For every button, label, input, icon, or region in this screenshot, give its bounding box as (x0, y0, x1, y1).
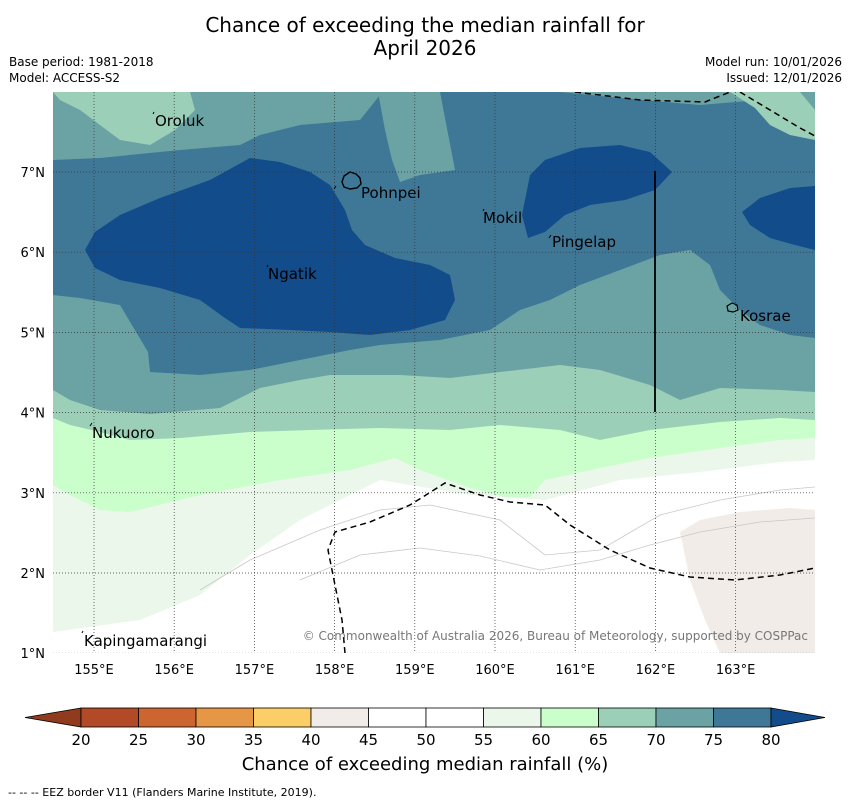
map-title: Chance of exceeding the median rainfall … (0, 14, 850, 60)
lat-tick-label: 5°N (21, 326, 46, 341)
eez-footnote: -- -- -- EEZ border V11 (Flanders Marine… (8, 786, 317, 799)
copyright-notice: © Commonwealth of Australia 2026, Bureau… (303, 629, 808, 643)
colorbar-tick-label: 70 (646, 731, 665, 749)
place-kapingamarangi: Kapingamarangi (84, 632, 207, 650)
colorbar-segment (80, 707, 139, 728)
lat-tick-label: 2°N (21, 567, 46, 582)
colorbar-tick-label: 45 (359, 731, 378, 749)
lat-tick-label: 6°N (21, 246, 46, 261)
colorbar-segment (368, 707, 427, 728)
kosrae-island (726, 302, 739, 313)
place-ngatik: Ngatik (268, 265, 317, 283)
band-70-75-pocket (378, 92, 455, 182)
longitude-labels: 155°E 156°E 157°E 158°E 159°E 160°E 161°E 162°E… (74, 663, 755, 678)
lat-tick-label: 3°N (21, 487, 46, 502)
model-name: Model: ACCESS-S2 (9, 71, 121, 85)
place-oroluk: Oroluk (155, 112, 204, 130)
lon-tick-label: 160°E (475, 663, 515, 678)
place-mokil: Mokil (483, 209, 522, 227)
lon-tick-label: 158°E (315, 663, 355, 678)
band-65-70-topleft (53, 92, 195, 145)
colorbar-segment (425, 707, 484, 728)
lon-tick-label: 155°E (74, 663, 114, 678)
colorbar-under-arrow (24, 707, 82, 728)
lon-tick-label: 157°E (235, 663, 275, 678)
map-figure: Oroluk Pohnpei Mokil Pingelap Ngatik Kos… (21, 92, 826, 749)
lon-tick-label: 159°E (395, 663, 435, 678)
lon-tick-label: 163°E (716, 663, 756, 678)
colorbar-tick-label: 35 (244, 731, 263, 749)
base-period: Base period: 1981-2018 (9, 55, 154, 69)
place-kosrae: Kosrae (740, 307, 791, 325)
eez-border-north (574, 92, 731, 103)
latitude-labels: 7°N 6°N 5°N 4°N 3°N 2°N 1°N (21, 166, 46, 662)
colorbar-segment (598, 707, 657, 728)
colorbar-title: Chance of exceeding median rainfall (%) (241, 754, 609, 775)
colorbar-tick-label: 60 (531, 731, 550, 749)
lon-tick-label: 161°E (555, 663, 595, 678)
issued-date: Issued: 12/01/2026 (726, 71, 842, 85)
colorbar-tick-label: 75 (704, 731, 723, 749)
place-pohnpei: Pohnpei (361, 184, 421, 202)
colorbar-tick-label: 25 (129, 731, 148, 749)
meta-left: Base period: 1981-2018 Model: ACCESS-S2 (9, 54, 154, 86)
band-over-80-east (742, 186, 815, 250)
band-over-80-pingelap (522, 145, 672, 238)
colorbar-segment (138, 707, 197, 728)
contour-line (299, 517, 815, 581)
contour-line (199, 486, 815, 591)
colorbar-over-arrow (770, 707, 826, 728)
colorbar-segment (540, 707, 599, 728)
lat-tick-label: 4°N (21, 407, 46, 422)
lon-tick-label: 162°E (636, 663, 676, 678)
colorbar-tick-label: 30 (186, 731, 205, 749)
colorbar-segment (310, 707, 369, 728)
band-over-80-ngatik (85, 158, 455, 335)
colorbar-tick-label: 40 (301, 731, 320, 749)
band-40-45 (680, 508, 815, 653)
colorbar-tick-label: 20 (71, 731, 90, 749)
pohnpei-island (341, 171, 362, 190)
colorbar-segment (483, 707, 542, 728)
title-line-1: Chance of exceeding the median rainfall … (205, 13, 645, 37)
meta-right: Model run: 10/01/2026 Issued: 12/01/2026 (705, 54, 842, 86)
atoll-markers (81, 111, 552, 634)
colorbar-segment (195, 707, 254, 728)
colorbar-segment (713, 707, 772, 728)
lon-tick-label: 156°E (154, 663, 194, 678)
place-nukuoro: Nukuoro (92, 424, 155, 442)
colorbar: 20 25 30 35 40 45 50 55 60 65 70 75 80 (24, 707, 826, 749)
lat-tick-label: 1°N (21, 647, 46, 662)
title-line-2: April 2026 (373, 36, 477, 60)
model-run: Model run: 10/01/2026 (704, 55, 842, 69)
place-pingelap: Pingelap (552, 233, 616, 251)
colorbar-tick-label: 55 (474, 731, 493, 749)
map-area: Oroluk Pohnpei Mokil Pingelap Ngatik Kos… (53, 92, 815, 653)
eez-border-northeast (739, 92, 815, 137)
colorbar-tick-label: 50 (416, 731, 435, 749)
colorbar-segment (655, 707, 714, 728)
band-65-70-topright (730, 92, 815, 140)
colorbar-tick-label: 80 (761, 731, 780, 749)
colorbar-segment (253, 707, 312, 728)
lat-tick-label: 7°N (21, 166, 46, 181)
colorbar-tick-label: 65 (589, 731, 608, 749)
